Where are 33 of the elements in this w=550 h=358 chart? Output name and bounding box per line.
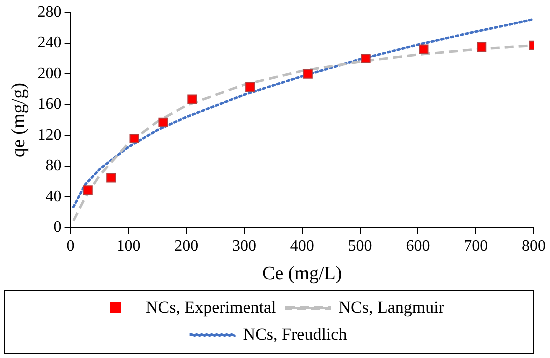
- x-tick-label: 400: [290, 238, 314, 255]
- x-tick-label: 700: [464, 238, 488, 255]
- y-axis-title: qe (mg/g): [8, 83, 30, 158]
- point: [419, 44, 429, 54]
- y-tick-label: 80: [46, 158, 62, 175]
- y-tick-label: 120: [38, 126, 62, 144]
- legend-label: NCs, Langmuir: [338, 298, 445, 317]
- y-tick-label: 240: [38, 34, 62, 52]
- x-tick-label: 0: [66, 238, 75, 255]
- x-tick-label: 100: [116, 238, 141, 255]
- point: [361, 54, 371, 64]
- x-tick-label: 500: [348, 238, 372, 255]
- x-tick-label: 300: [232, 238, 256, 255]
- x-tick-label: 200: [174, 238, 199, 255]
- point: [106, 173, 116, 183]
- point: [188, 94, 198, 104]
- point: [130, 134, 140, 144]
- y-tick-label: 200: [38, 65, 62, 82]
- y-tick-label: 0: [54, 219, 62, 236]
- point: [303, 69, 313, 79]
- y-tick-label: 160: [38, 96, 62, 114]
- y-tick-label: 40: [46, 188, 62, 206]
- x-tick-label: 600: [406, 238, 430, 255]
- y-tick-label: 280: [38, 4, 62, 21]
- point: [158, 118, 168, 128]
- legend-label: NCs, Experimental: [146, 298, 277, 317]
- point: [246, 82, 256, 92]
- legend-label: NCs, Freudlich: [243, 324, 348, 344]
- line-series: [72, 18, 534, 208]
- x-tick-label: 800: [522, 238, 546, 255]
- x-axis-title: Ce (mg/L): [262, 264, 342, 285]
- point: [83, 186, 93, 196]
- point: [477, 42, 487, 52]
